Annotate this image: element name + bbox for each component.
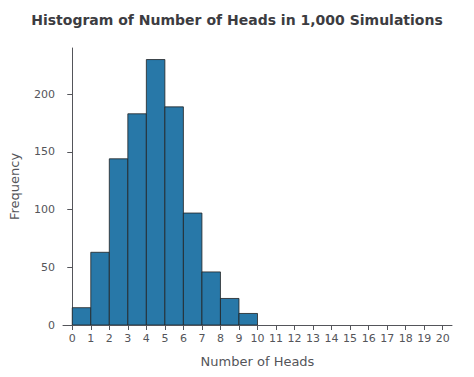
svg-text:8: 8 xyxy=(217,332,224,345)
svg-text:17: 17 xyxy=(380,332,394,345)
svg-text:14: 14 xyxy=(325,332,339,345)
svg-text:150: 150 xyxy=(34,145,55,158)
svg-text:9: 9 xyxy=(235,332,242,345)
svg-text:5: 5 xyxy=(161,332,168,345)
svg-text:0: 0 xyxy=(69,332,76,345)
svg-text:12: 12 xyxy=(288,332,302,345)
svg-text:10: 10 xyxy=(251,332,265,345)
svg-text:16: 16 xyxy=(362,332,376,345)
svg-text:2: 2 xyxy=(106,332,113,345)
svg-text:20: 20 xyxy=(436,332,450,345)
svg-text:3: 3 xyxy=(124,332,131,345)
svg-text:18: 18 xyxy=(399,332,413,345)
svg-text:7: 7 xyxy=(198,332,205,345)
svg-text:100: 100 xyxy=(34,203,55,216)
svg-text:0: 0 xyxy=(48,319,55,332)
svg-text:200: 200 xyxy=(34,88,55,101)
svg-text:19: 19 xyxy=(417,332,431,345)
svg-text:6: 6 xyxy=(180,332,187,345)
svg-text:15: 15 xyxy=(343,332,357,345)
svg-text:13: 13 xyxy=(306,332,320,345)
svg-text:50: 50 xyxy=(41,261,55,274)
svg-text:Number of Heads: Number of Heads xyxy=(201,354,315,369)
svg-text:4: 4 xyxy=(143,332,150,345)
svg-text:1: 1 xyxy=(87,332,94,345)
svg-text:Histogram of Number of Heads i: Histogram of Number of Heads in 1,000 Si… xyxy=(31,12,443,28)
svg-text:Frequency: Frequency xyxy=(7,153,22,220)
svg-text:11: 11 xyxy=(269,332,283,345)
